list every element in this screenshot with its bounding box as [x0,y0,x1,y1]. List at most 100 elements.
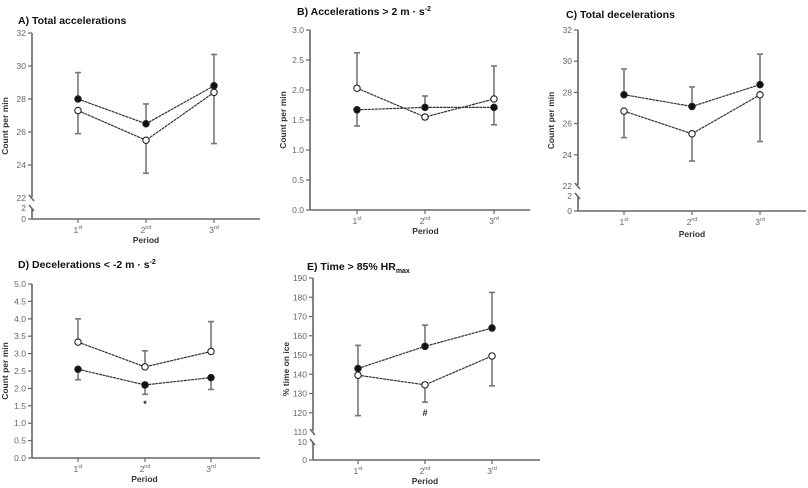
data-point-open [74,106,82,115]
series-open [354,352,496,417]
x-tick-label: 1st [73,225,82,235]
data-point-open [210,88,218,97]
series-open [353,51,498,121]
axis-break-mark [574,192,581,200]
y-tick-label: 1.5 [14,401,26,411]
significance-marker: # [422,408,427,418]
y-tick-label: 26 [563,119,573,129]
series-filled [74,365,215,396]
series-open [74,88,218,175]
series-line [357,355,493,386]
x-axis-title: Period [679,229,705,239]
y-tick-label: 1.0 [292,145,304,155]
axis-break-mark [28,204,35,212]
series-filled [354,291,496,373]
y-tick-label: 120 [293,408,307,418]
series-open [74,317,215,371]
data-point-filled [353,106,361,114]
data-point-filled [688,102,696,111]
y-tick-label: 0.0 [14,453,26,463]
data-point-filled [142,120,150,128]
y-tick-label: 2.5 [14,366,26,376]
data-point-filled [141,381,149,389]
axis-break-mark [28,194,35,202]
y-tick-label: 2 [21,203,26,213]
y-tick-label: 160 [293,331,307,341]
axis-break-mark [309,428,316,436]
series-filled [620,53,764,111]
y-tick-label: 30 [563,56,573,66]
x-tick-label: 2nd [140,464,151,474]
data-point-filled [488,324,496,332]
y-tick-label: 4.5 [14,296,26,306]
y-tick-label: 32 [17,28,27,38]
data-point-filled [490,103,498,112]
y-tick-label: 0.0 [292,205,304,215]
y-tick-label: 24 [17,160,27,170]
y-tick-label: 22 [563,181,573,191]
y-tick-label: 30 [17,61,27,71]
axis-break-mark [574,182,581,190]
data-point-open [74,338,82,346]
x-tick-label: 3rd [489,216,499,226]
y-tick-label: 140 [293,369,307,379]
x-axis-title: Period [412,226,438,236]
panel-title: B) Accelerations > 2 m · s-2 [297,6,431,18]
y-tick-label: 2.5 [292,55,304,65]
data-point-filled [354,364,362,373]
panel-title: E) Time > 85% HRmax [307,261,410,275]
series-filled [74,53,218,128]
series-open [620,90,764,162]
y-tick-label: 0 [302,455,307,465]
y-tick-label: 170 [293,312,307,322]
data-point-open [756,90,764,99]
y-tick-label: 0 [567,206,572,216]
x-axis-title: Period [131,474,157,484]
x-axis-title: Period [133,235,159,245]
y-tick-label: 110 [293,427,307,437]
y-tick-label: 5.0 [14,279,26,289]
series-line [77,341,212,368]
y-tick-label: 24 [563,150,573,160]
y-axis-title: Count per min [0,342,10,400]
panel-b: B) Accelerations > 2 m · s-2 0.0 0.5 1.0 1.5… [278,6,530,236]
y-tick-label: 26 [17,127,27,137]
y-tick-label: 3.0 [14,349,26,359]
y-tick-label: 1.0 [14,418,26,428]
panel-title: C) Total decelerations [566,9,675,21]
x-tick-label: 2nd [141,225,152,235]
y-tick-label: 3.0 [292,25,304,35]
y-tick-label: 0 [21,214,26,224]
x-tick-label: 2nd [420,216,431,226]
data-point-filled [620,90,628,99]
x-tick-label: 1st [353,466,362,476]
data-point-open [488,352,496,360]
y-tick-label: 10 [298,437,308,447]
x-tick-label: 3rd [209,225,219,235]
x-axis-title: Period [412,476,438,486]
y-axis-title: Count per min [546,92,556,150]
y-tick-label: 180 [293,292,307,302]
x-tick-label: 2nd [420,466,431,476]
y-tick-label: 3.5 [14,331,26,341]
data-point-open [207,347,215,356]
data-point-filled [756,80,764,89]
data-point-open [421,113,429,121]
series-line [356,106,494,111]
data-point-open [421,381,429,389]
x-tick-label: 3rd [487,466,497,476]
x-tick-label: 2nd [687,217,698,227]
data-point-filled [74,95,82,103]
data-point-filled [207,373,215,382]
y-tick-label: 1.5 [292,115,304,125]
series-line [623,94,761,135]
y-axis-title: Count per min [278,91,288,149]
x-tick-label: 1st [352,216,361,226]
series-filled [353,95,498,127]
y-tick-label: 190 [293,273,307,283]
x-tick-label: 1st [619,217,628,227]
data-point-open [353,84,361,92]
data-point-filled [74,365,82,374]
y-tick-label: 150 [293,350,307,360]
